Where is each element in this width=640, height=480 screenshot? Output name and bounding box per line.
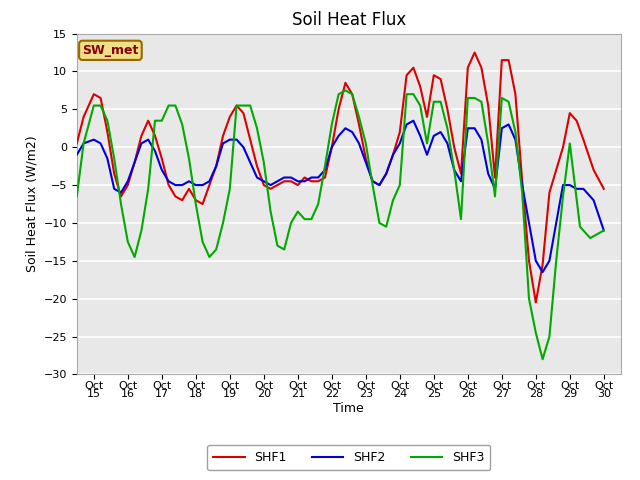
SHF1 (532, 300, 540, 305)
Title: Soil Heat Flux: Soil Heat Flux (292, 11, 406, 29)
Line: SHF1: SHF1 (77, 52, 604, 302)
Line: SHF3: SHF3 (77, 90, 604, 359)
SHF3 (253, 125, 261, 131)
SHF2 (246, 159, 254, 165)
SHF2 (362, 159, 370, 165)
SHF2 (253, 175, 261, 180)
SHF3 (246, 103, 254, 108)
SHF1 (179, 197, 186, 203)
Line: SHF2: SHF2 (77, 120, 604, 272)
SHF1 (471, 49, 479, 55)
SHF1 (253, 163, 261, 169)
X-axis label: Time: Time (333, 402, 364, 415)
SHF3 (179, 121, 186, 127)
SHF1 (287, 179, 295, 184)
SHF1 (600, 186, 607, 192)
SHF2 (301, 179, 308, 184)
SHF1 (73, 141, 81, 146)
SHF2 (287, 175, 295, 180)
SHF3 (600, 228, 607, 233)
SHF2 (539, 269, 547, 275)
SHF3 (539, 356, 547, 362)
Y-axis label: Soil Heat Flux (W/m2): Soil Heat Flux (W/m2) (25, 136, 38, 272)
Legend: SHF1, SHF2, SHF3: SHF1, SHF2, SHF3 (207, 445, 490, 470)
SHF3 (342, 87, 349, 93)
SHF1 (301, 175, 308, 180)
SHF3 (301, 216, 308, 222)
SHF2 (179, 182, 186, 188)
SHF2 (73, 152, 81, 157)
SHF2 (600, 228, 607, 233)
SHF3 (369, 182, 376, 188)
SHF3 (73, 193, 81, 199)
SHF2 (410, 118, 417, 123)
Text: SW_met: SW_met (82, 44, 139, 57)
SHF1 (246, 137, 254, 143)
SHF1 (362, 156, 370, 161)
SHF3 (287, 220, 295, 226)
